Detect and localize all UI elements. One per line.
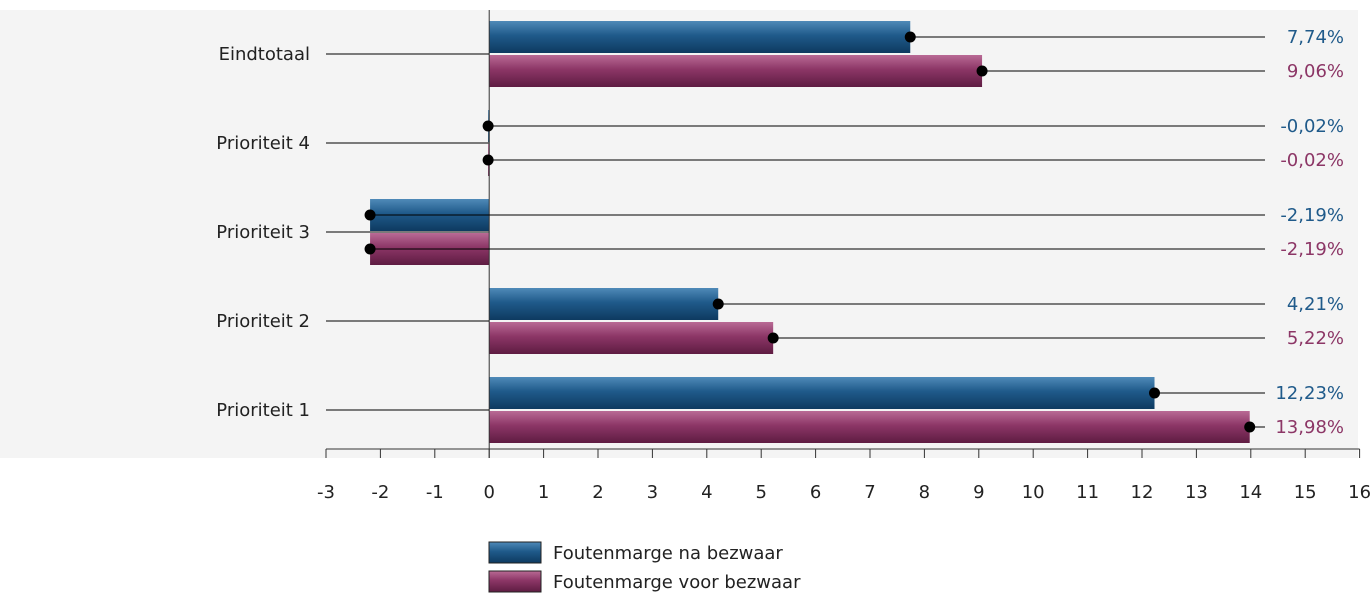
data-label: 7,74% xyxy=(1287,27,1344,48)
x-tick-label: 6 xyxy=(810,482,821,503)
value-marker xyxy=(364,209,376,221)
x-tick-label: 7 xyxy=(864,482,875,503)
legend-swatch xyxy=(488,570,542,593)
x-tick-label: 3 xyxy=(647,482,658,503)
x-tick-label: -3 xyxy=(317,482,335,503)
x-tick-label: 8 xyxy=(919,482,930,503)
x-tick-label: 2 xyxy=(592,482,603,503)
x-tick-label: 5 xyxy=(755,482,766,503)
x-tick-label: -2 xyxy=(371,482,389,503)
x-tick-label: 4 xyxy=(701,482,712,503)
bar xyxy=(489,322,774,354)
value-marker xyxy=(364,243,376,255)
data-label: -2,19% xyxy=(1280,205,1344,226)
bar xyxy=(489,411,1250,443)
legend-label: Foutenmarge na bezwaar xyxy=(553,543,783,564)
legend: Foutenmarge na bezwaar Foutenmarge voor b… xyxy=(488,541,801,593)
data-label: 9,06% xyxy=(1287,61,1344,82)
data-label: -0,02% xyxy=(1280,116,1344,137)
category-label: Prioriteit 3 xyxy=(216,222,310,243)
x-tick-label: 11 xyxy=(1076,482,1099,503)
legend-swatch xyxy=(488,541,542,564)
bar xyxy=(489,288,719,320)
bar xyxy=(489,377,1155,409)
axes-layer xyxy=(325,10,1361,458)
value-marker xyxy=(976,65,988,77)
value-marker xyxy=(482,120,494,132)
value-marker xyxy=(767,332,779,344)
category-label: Prioriteit 1 xyxy=(216,400,310,421)
value-marker xyxy=(1244,421,1256,433)
bar xyxy=(489,21,911,53)
value-marker xyxy=(712,298,724,310)
x-tick-label: 12 xyxy=(1131,482,1154,503)
legend-label: Foutenmarge voor bezwaar xyxy=(553,572,801,593)
category-label: Prioriteit 2 xyxy=(216,311,310,332)
x-tick-label: -1 xyxy=(426,482,444,503)
data-label: -0,02% xyxy=(1280,150,1344,171)
x-tick-label: 0 xyxy=(483,482,494,503)
x-tick-label: 13 xyxy=(1185,482,1208,503)
value-marker xyxy=(904,31,916,43)
labels-layer: Eindtotaal 7,74% 9,06% Prioriteit 4 -0,02% -0… xyxy=(216,27,1371,503)
data-label: 13,98% xyxy=(1275,417,1344,438)
value-marker xyxy=(482,154,494,166)
x-tick-label: 15 xyxy=(1294,482,1317,503)
category-label: Prioriteit 4 xyxy=(216,133,310,154)
x-tick-label: 10 xyxy=(1022,482,1045,503)
data-label: 5,22% xyxy=(1287,328,1344,349)
value-marker xyxy=(1149,387,1161,399)
x-tick-label: 16 xyxy=(1348,482,1371,503)
x-tick-label: 9 xyxy=(973,482,984,503)
leader-lines-layer xyxy=(326,31,1265,433)
bar xyxy=(489,55,983,87)
data-label: 12,23% xyxy=(1275,383,1344,404)
x-tick-label: 14 xyxy=(1239,482,1262,503)
data-label: 4,21% xyxy=(1287,294,1344,315)
category-label: Eindtotaal xyxy=(219,44,310,65)
data-label: -2,19% xyxy=(1280,239,1344,260)
x-tick-label: 1 xyxy=(538,482,549,503)
